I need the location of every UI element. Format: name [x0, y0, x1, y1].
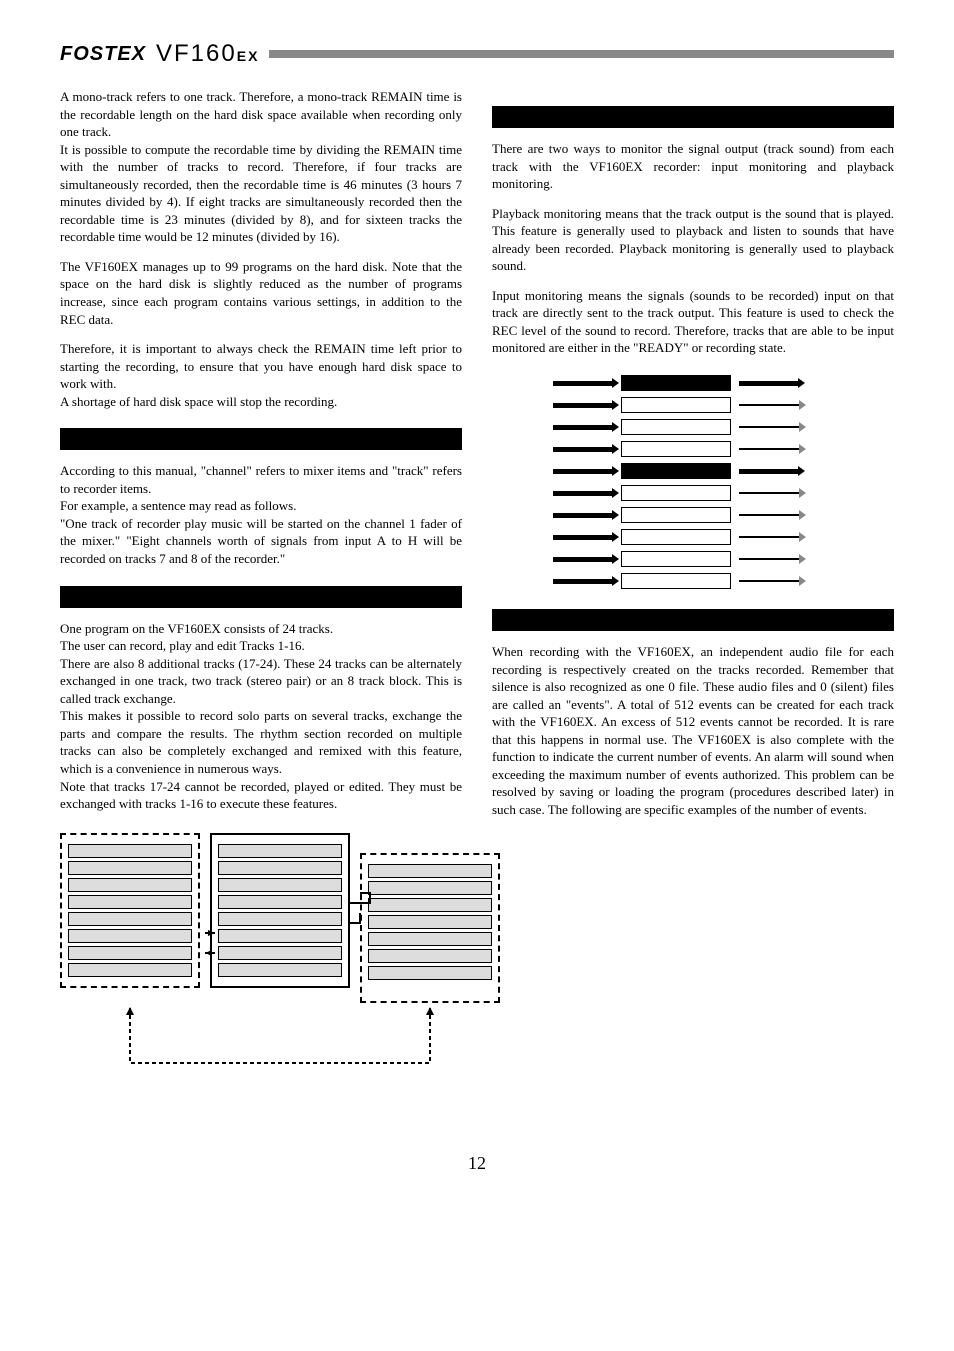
track-box [621, 441, 731, 457]
track-group-right [360, 853, 500, 1003]
track-box [621, 551, 731, 567]
paragraph: One program on the VF160EX consists of 2… [60, 620, 462, 813]
output-arrow-icon [739, 381, 799, 386]
monitor-row [553, 483, 833, 503]
output-arrow-icon [739, 536, 799, 538]
track-exchange-diagram [60, 833, 462, 1093]
track-box [621, 463, 731, 479]
input-arrow-icon [553, 491, 613, 496]
track-group-mid [210, 833, 350, 988]
paragraph: Therefore, it is important to always che… [60, 340, 462, 410]
output-arrow-icon [739, 558, 799, 560]
section-header-monitoring [492, 106, 894, 128]
output-arrow-icon [739, 469, 799, 474]
page-number: 12 [60, 1153, 894, 1174]
monitor-row [553, 417, 833, 437]
output-arrow-icon [739, 580, 799, 582]
monitor-signal-diagram [553, 373, 833, 591]
output-arrow-icon [739, 404, 799, 406]
monitor-row [553, 439, 833, 459]
track-box [621, 419, 731, 435]
track-box [621, 573, 731, 589]
section-header-tracks [60, 586, 462, 608]
input-arrow-icon [553, 535, 613, 540]
monitor-row [553, 461, 833, 481]
input-arrow-icon [553, 513, 613, 518]
paragraph: The VF160EX manages up to 99 programs on… [60, 258, 462, 328]
track-group-left [60, 833, 200, 988]
input-arrow-icon [553, 447, 613, 452]
paragraph: According to this manual, "channel" refe… [60, 462, 462, 567]
paragraph: When recording with the VF160EX, an inde… [492, 643, 894, 818]
monitor-row [553, 549, 833, 569]
monitor-row [553, 373, 833, 393]
track-box [621, 485, 731, 501]
paragraph: There are two ways to monitor the signal… [492, 140, 894, 193]
output-arrow-icon [739, 514, 799, 516]
brand-logo: FOSTEX [60, 43, 146, 66]
page-header: FOSTEX VF160EX [60, 40, 894, 68]
input-arrow-icon [553, 469, 613, 474]
input-arrow-icon [553, 557, 613, 562]
monitor-row [553, 571, 833, 591]
track-box [621, 397, 731, 413]
section-header-events [492, 609, 894, 631]
left-column: A mono-track refers to one track. Theref… [60, 88, 462, 1113]
output-arrow-icon [739, 448, 799, 450]
monitor-row [553, 395, 833, 415]
output-arrow-icon [739, 426, 799, 428]
paragraph: A mono-track refers to one track. Theref… [60, 88, 462, 246]
section-header-channels [60, 428, 462, 450]
input-arrow-icon [553, 425, 613, 430]
input-arrow-icon [553, 381, 613, 386]
monitor-row [553, 527, 833, 547]
track-box [621, 507, 731, 523]
output-arrow-icon [739, 492, 799, 494]
paragraph: Input monitoring means the signals (soun… [492, 287, 894, 357]
paragraph: Playback monitoring means that the track… [492, 205, 894, 275]
input-arrow-icon [553, 579, 613, 584]
right-column: There are two ways to monitor the signal… [492, 88, 894, 1113]
model-name: VF160EX [156, 40, 259, 68]
monitor-row [553, 505, 833, 525]
track-box [621, 529, 731, 545]
input-arrow-icon [553, 403, 613, 408]
track-box [621, 375, 731, 391]
header-rule [269, 50, 894, 58]
